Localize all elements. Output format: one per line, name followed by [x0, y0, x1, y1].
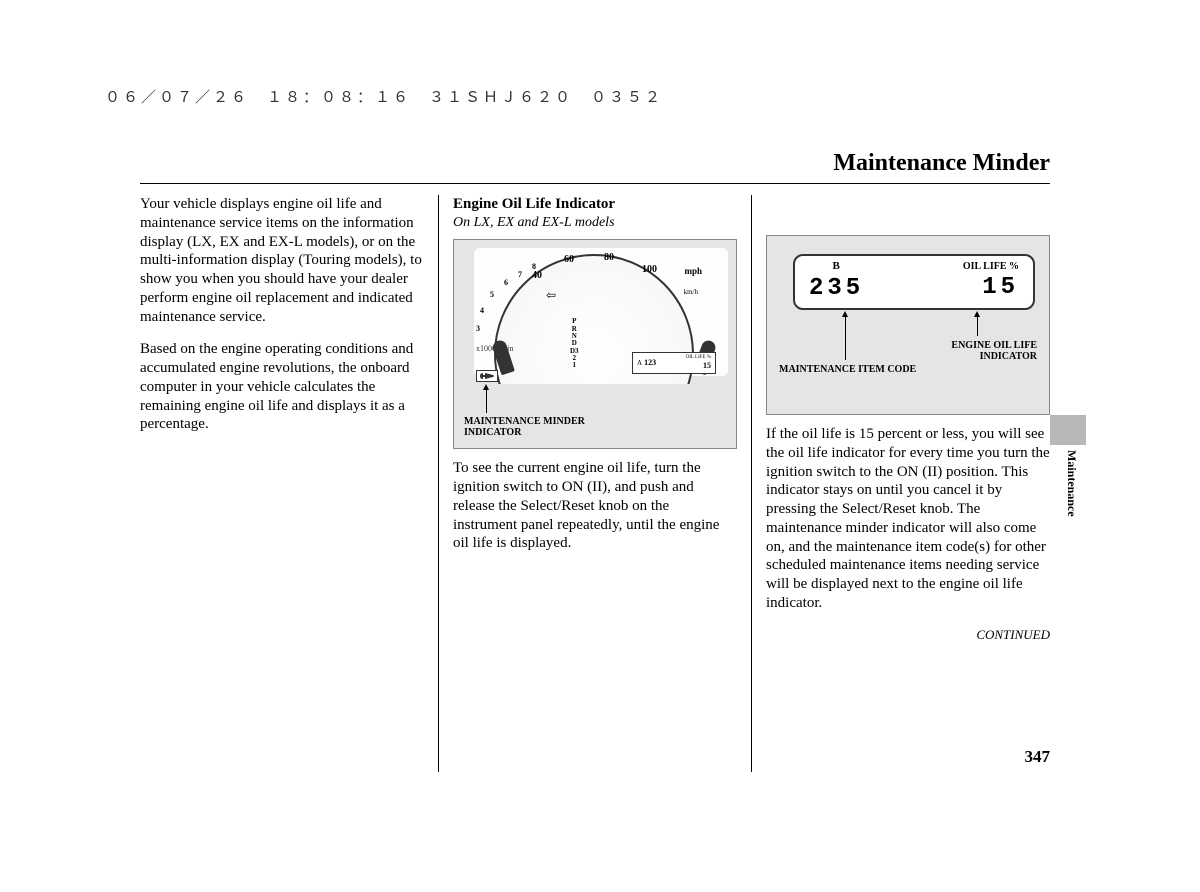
speed-60: 60 — [564, 254, 574, 267]
tach-8: 8 — [532, 262, 536, 272]
page-title: Maintenance Minder — [833, 150, 1050, 177]
intro-paragraph-2: Based on the engine operating conditions… — [140, 340, 424, 434]
wrench-icon — [476, 370, 498, 382]
leader-minder — [486, 389, 487, 413]
tach-4: 4 — [480, 306, 484, 316]
speed-80: 80 — [604, 252, 614, 265]
gauge-background: 40 60 80 100 mph km/h 3 4 5 6 7 8 x1000r… — [474, 248, 728, 376]
label-engine-oil-life-indicator: ENGINE OIL LIFE INDICATOR — [951, 340, 1037, 362]
section-tab — [1050, 415, 1086, 445]
col2-paragraph: To see the current engine oil life, turn… — [453, 459, 737, 553]
lcd-left: B 235 — [809, 260, 864, 304]
lcd-b-label: B — [809, 260, 864, 274]
label-maintenance-item-code: MAINTENANCE ITEM CODE — [779, 364, 916, 375]
label-maintenance-minder: MAINTENANCE MINDER INDICATOR — [464, 416, 585, 438]
title-rule — [140, 183, 1050, 184]
column-2: Engine Oil Life Indicator On LX, EX and … — [439, 195, 752, 772]
speed-100: 100 — [642, 264, 657, 277]
lcd-miles: 235 — [809, 274, 864, 304]
content-columns: Your vehicle displays engine oil life an… — [140, 195, 1050, 772]
timestamp-header: ０６／０７／２６ １８：０８：１６ ３１ＳＨＪ６２０ ０３５２ — [105, 86, 663, 107]
lcd-right: OIL LIFE % 15 — [963, 261, 1019, 304]
column-3: B 235 OIL LIFE % 15 ENGINE OIL LIFE INDI… — [752, 195, 1050, 772]
tach-7: 7 — [518, 270, 522, 280]
gauge-cluster-figure: 40 60 80 100 mph km/h 3 4 5 6 7 8 x1000r… — [453, 239, 737, 449]
turn-arrow-icon: ⇦ — [546, 288, 556, 303]
tach-6: 6 — [504, 278, 508, 288]
section-heading: Engine Oil Life Indicator — [453, 195, 737, 214]
section-subheading: On LX, EX and EX-L models — [453, 214, 737, 232]
lcd-figure: B 235 OIL LIFE % 15 ENGINE OIL LIFE INDI… — [766, 235, 1050, 415]
column-1: Your vehicle displays engine oil life an… — [140, 195, 439, 772]
lcd-panel: B 235 OIL LIFE % 15 — [793, 254, 1035, 310]
mph-label: mph — [684, 266, 702, 277]
intro-paragraph-1: Your vehicle displays engine oil life an… — [140, 195, 424, 326]
page-number: 347 — [1025, 747, 1051, 767]
lcd-oil-label: OIL LIFE % — [963, 261, 1019, 274]
col3-paragraph: If the oil life is 15 percent or less, y… — [766, 425, 1050, 613]
mini-lcd: A 123 OIL LIFE %15 — [632, 352, 716, 374]
section-tab-label: Maintenance — [1064, 450, 1079, 517]
lcd-oil-value: 15 — [963, 273, 1019, 303]
tach-5: 5 — [490, 290, 494, 300]
tach-3: 3 — [476, 324, 480, 334]
continued-label: CONTINUED — [766, 627, 1050, 643]
leader-item-code — [845, 316, 846, 360]
leader-oil-indicator — [977, 316, 978, 336]
gear-indicator: P R N D D3 2 1 — [570, 318, 579, 369]
kmh-label: km/h — [684, 288, 698, 297]
